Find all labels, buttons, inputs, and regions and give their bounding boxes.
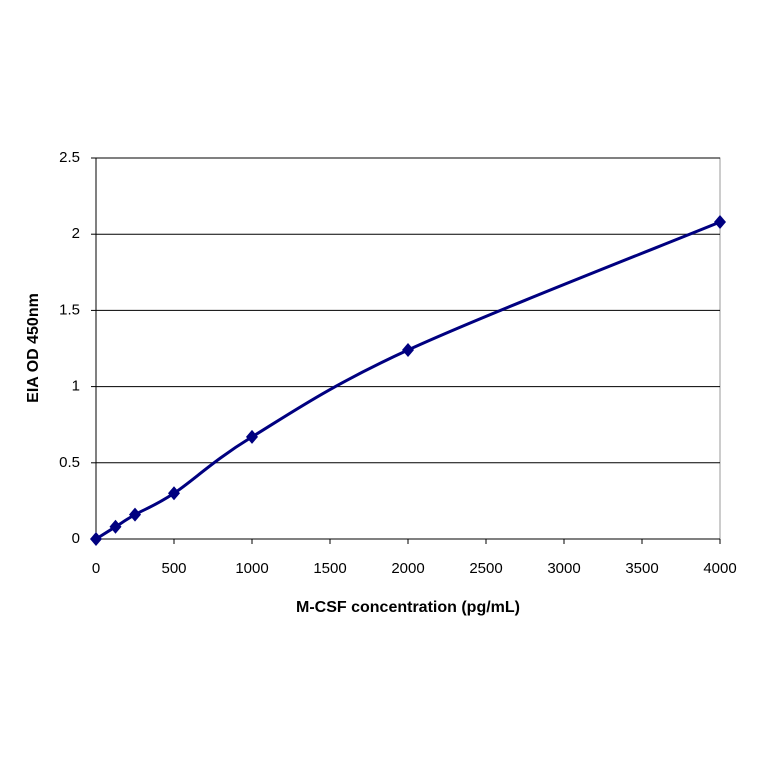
marker — [402, 343, 414, 358]
x-tick-label: 0 — [92, 560, 100, 577]
curve — [95, 220, 721, 541]
x-tick-label: 3500 — [625, 560, 658, 577]
x-tick-label: 4000 — [703, 560, 736, 577]
marker — [246, 429, 258, 444]
y-tick-label: 2 — [72, 225, 80, 242]
y-axis-label: EIA OD 450nm — [25, 293, 42, 403]
marker — [109, 519, 122, 534]
x-axis-label: M-CSF concentration (pg/mL) — [296, 599, 520, 616]
y-tick-label: 1.5 — [59, 301, 80, 318]
marker — [90, 532, 102, 546]
x-tick-label: 1500 — [313, 560, 346, 577]
marker — [714, 215, 726, 230]
y-tick-label: 0 — [72, 530, 80, 547]
x-tick-label: 500 — [161, 560, 186, 577]
x-tick-label: 1000 — [235, 560, 268, 577]
y-tick-label: 0.5 — [59, 454, 80, 471]
x-tick-label: 2000 — [391, 560, 424, 577]
marker — [168, 486, 180, 501]
x-tick-label: 3000 — [547, 560, 580, 577]
x-tick-label: 2500 — [469, 560, 502, 577]
marker — [129, 507, 141, 522]
y-tick-label: 2.5 — [59, 149, 80, 166]
y-tick-label: 1 — [72, 378, 80, 395]
